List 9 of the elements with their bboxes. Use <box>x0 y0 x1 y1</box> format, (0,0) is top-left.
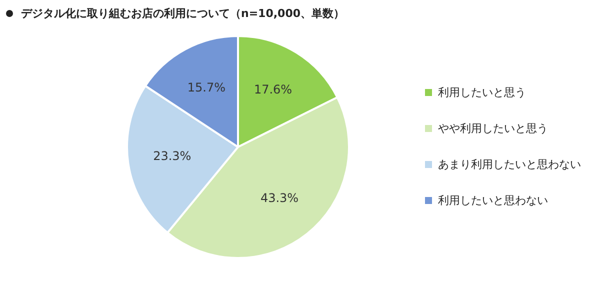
data-label: 23.3% <box>153 149 192 164</box>
chart-title: デジタル化に取り組むお店の利用について（n=10,000、単数） <box>21 6 344 21</box>
data-label: 17.6% <box>254 82 292 96</box>
data-label: 15.7% <box>187 80 226 94</box>
legend-label: 利用したいと思う <box>438 84 526 100</box>
legend-label: やや利用したいと思う <box>438 120 548 136</box>
legend-label: 利用したいと思わない <box>438 192 548 208</box>
legend-label: あまり利用したいと思わない <box>438 156 581 172</box>
data-label: 43.3% <box>260 191 299 206</box>
